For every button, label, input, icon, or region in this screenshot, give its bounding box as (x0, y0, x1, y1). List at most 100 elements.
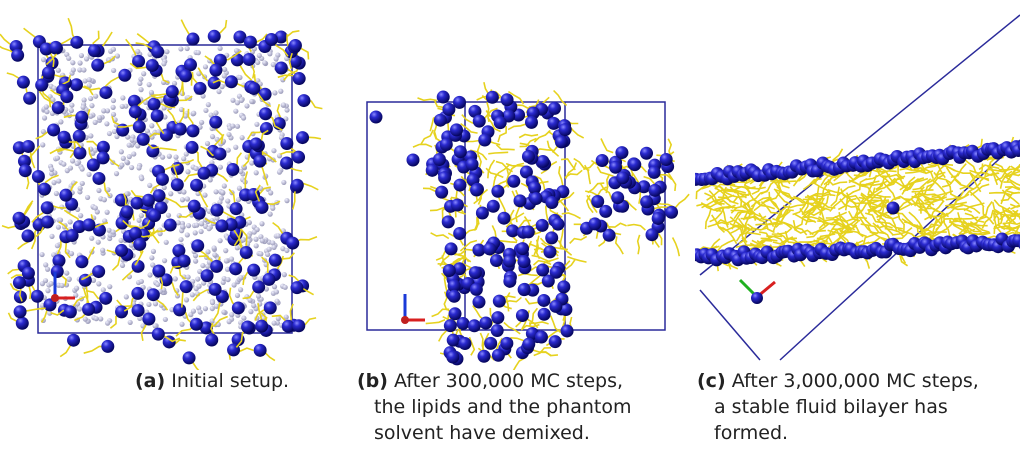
lipid-tail (751, 239, 773, 245)
lipid-head (280, 137, 294, 151)
lipid-head (628, 158, 642, 172)
lipid-tail (771, 227, 793, 235)
solvent (45, 288, 51, 294)
lipid-head (491, 311, 505, 325)
lipid-tail (533, 129, 551, 143)
solvent (208, 112, 214, 118)
solvent (88, 113, 94, 119)
lipid-head (37, 182, 51, 196)
solvent (88, 133, 94, 139)
solvent (234, 123, 241, 129)
solvent (238, 275, 244, 281)
lipid-tail (505, 162, 526, 168)
lipid-head (450, 198, 464, 212)
solvent (86, 171, 92, 178)
lipid-tail (884, 227, 905, 238)
lipid-head (132, 54, 146, 68)
solvent (79, 166, 85, 172)
lipid-head (230, 53, 244, 67)
solvent (98, 316, 104, 322)
solvent (184, 196, 191, 202)
lipid-tail (866, 202, 885, 217)
panel-label: (c) (697, 370, 726, 392)
lipid-head (193, 81, 207, 95)
solvent (268, 190, 274, 196)
solvent (271, 244, 277, 250)
lipid-head (529, 192, 543, 206)
lipid-tail (776, 206, 788, 226)
solvent (221, 309, 227, 315)
lipid-head (477, 349, 491, 363)
solvent (218, 195, 225, 201)
simulation-box (699, 14, 1020, 276)
solvent (183, 151, 189, 157)
solvent (284, 198, 290, 204)
lipid-head (253, 343, 267, 357)
solvent (191, 110, 197, 116)
solvent (104, 108, 111, 114)
lipid-head (16, 75, 30, 89)
lipid-head (253, 154, 267, 168)
lipid-head (615, 146, 629, 160)
lipid-tail (867, 236, 888, 244)
lipid-head (12, 211, 26, 225)
solvent (221, 73, 227, 79)
lipid-tail (608, 222, 627, 228)
lipid-tail (558, 166, 564, 186)
caption-a: (a) Initial setup. (135, 368, 289, 394)
solvent (120, 155, 126, 161)
solvent (185, 223, 192, 229)
solvent (183, 297, 190, 303)
solvent (146, 82, 152, 88)
solvent (205, 249, 211, 255)
lipid-head (255, 319, 269, 333)
caption-text: After 3,000,000 MC steps, (731, 370, 979, 392)
solvent (100, 287, 106, 293)
lipid-tail (839, 218, 859, 233)
lipid-tail (700, 201, 722, 212)
solvent (77, 60, 83, 66)
solvent (146, 301, 152, 308)
solvent (271, 284, 278, 290)
lipid-head (187, 199, 201, 213)
solvent (211, 245, 217, 251)
lipid-head (438, 171, 452, 185)
lipid-head (441, 215, 455, 229)
lipid-head (21, 229, 35, 243)
panel-c-image (695, 14, 1020, 361)
lipid-tail (862, 231, 880, 246)
lipid-head (268, 253, 282, 267)
lipid-tail (729, 216, 745, 234)
lipid-tail (993, 215, 1004, 234)
solvent (241, 164, 247, 170)
solvent (195, 50, 201, 56)
lipid-head (141, 193, 155, 207)
solvent (139, 175, 145, 182)
lipid-head (595, 153, 609, 167)
solvent (59, 282, 65, 289)
solvent (281, 179, 287, 186)
lipid-head (231, 301, 245, 315)
lipid-tail (839, 198, 859, 208)
lipid-head (209, 63, 223, 77)
solvent (104, 209, 110, 215)
solvent (138, 278, 144, 285)
lipid-head (528, 181, 542, 195)
lipid-head (447, 279, 461, 293)
solvent (234, 292, 241, 299)
lipid-tail (772, 217, 793, 230)
solvent (185, 169, 191, 175)
lipid-tail (1005, 231, 1020, 237)
lipid-tail (706, 188, 726, 201)
lipid-head (133, 237, 147, 251)
lipid-head (506, 224, 520, 238)
lipid-tail (560, 158, 576, 171)
lipid-head (215, 219, 229, 233)
lipid-tail (860, 223, 879, 235)
solvent (129, 164, 135, 171)
solvent (202, 306, 209, 312)
lipid-head (239, 245, 253, 259)
lipid-tail (999, 170, 1013, 189)
lipid-head (118, 68, 132, 82)
lipid-head (131, 304, 145, 318)
